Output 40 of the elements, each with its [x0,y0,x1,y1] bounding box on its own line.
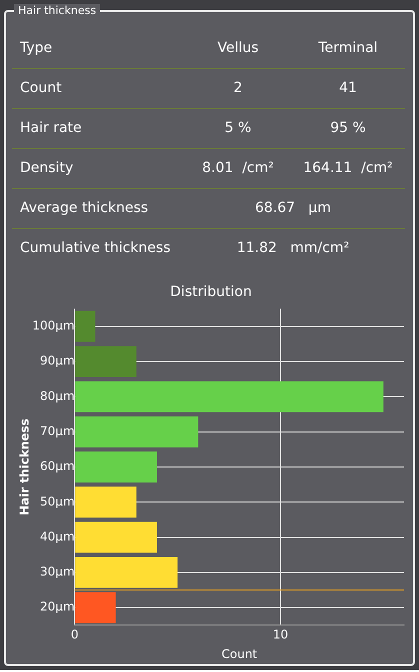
y-tick-label: 100µm [32,318,75,333]
category-label: Hair rate [20,120,82,136]
category-label: Terminal [318,40,378,56]
bar [75,381,384,412]
text: 8.01 /cm² [202,160,274,176]
y-tick-label: 30µm [40,564,75,579]
bar [75,522,157,553]
x-tick-label: 10 [272,628,288,642]
y-tick-label: 50µm [40,494,75,508]
text: 68.67 µm [255,200,331,216]
text: 5 % [224,120,252,136]
chart-title: Distribution [170,284,252,300]
category-label: Density [20,160,74,176]
y-tick-label: 20µm [40,600,75,614]
text: 95 % [330,120,366,136]
bar [75,310,96,342]
y-tick-label: 70µm [40,424,75,438]
text: 164.11 /cm² [303,160,393,176]
text: 11.82 mm/cm² [236,240,350,256]
y-tick-label: 60µm [40,459,75,474]
bar [75,486,136,518]
y-tick-label: 40µm [40,529,75,544]
bar [75,557,178,588]
text: 41 [339,80,357,96]
bar [75,416,198,448]
text: Hair thickness [14,4,100,17]
text: 2 [234,80,242,96]
category-label: Average thickness [20,200,148,216]
y-tick-label: 80µm [40,388,75,403]
text: Type [20,40,52,56]
category-label: Vellus [217,40,259,56]
y-tick-label: 90µm [40,354,75,368]
x-axis-title: Count [221,646,258,661]
category-label: Count [20,80,62,96]
bar [75,452,157,482]
y-axis-title: Hair thickness [17,418,32,516]
x-tick-label: 0 [70,628,78,642]
category-label: Cumulative thickness [20,240,170,256]
bar [75,592,116,624]
bar [75,346,136,377]
